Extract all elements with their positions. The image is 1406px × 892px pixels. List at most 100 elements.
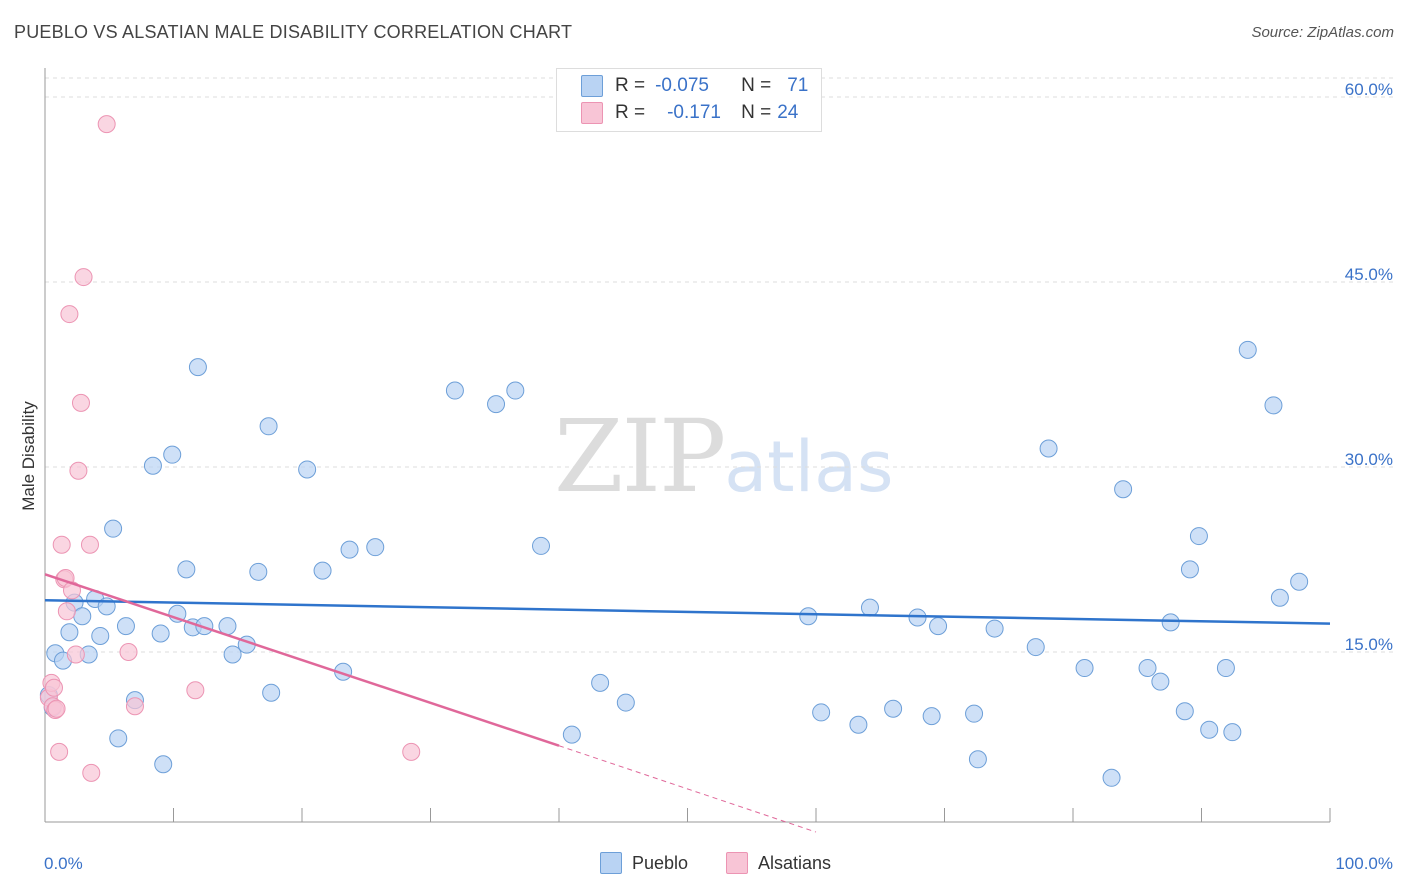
pueblo-point [91, 626, 110, 645]
pueblo-point [151, 624, 170, 643]
pueblo-point [860, 598, 879, 617]
alsatians-point [60, 305, 79, 324]
alsatians-point [62, 581, 81, 600]
pueblo-point [262, 683, 281, 702]
y-tick-label-30: 30.0% [1345, 450, 1393, 469]
pueblo-point [922, 707, 941, 726]
pueblo-point [1151, 672, 1170, 691]
pueblo-point [195, 617, 214, 636]
pueblo-point [1039, 439, 1058, 458]
pueblo-legend-swatch [600, 852, 622, 874]
pueblo-point [249, 562, 268, 581]
pueblo-point [591, 673, 610, 692]
pueblo-point [177, 560, 196, 579]
pueblo-point [143, 456, 162, 475]
x-tick-label-right: 100.0% [1335, 854, 1393, 873]
pueblo-point [1200, 720, 1219, 739]
pueblo-n-label: N = [741, 75, 772, 96]
correlation-legend: R = -0.075 N = 71 R = -0.171 N = 24 [556, 68, 822, 132]
pueblo-point [223, 645, 242, 664]
alsatians-r-label: R = [615, 102, 646, 123]
y-axis-label: Male Disability [19, 401, 38, 511]
alsatians-point [80, 535, 99, 554]
pueblo-n-value: 71 [787, 75, 809, 96]
pueblo-point [965, 704, 984, 723]
pueblo-point [1290, 572, 1309, 591]
alsatians-r-value: -0.171 [667, 102, 721, 123]
pueblo-point [812, 703, 831, 722]
pueblo-point [109, 729, 128, 748]
alsatians-swatch [581, 102, 603, 124]
pueblo-point [1180, 560, 1199, 579]
pueblo-point [340, 540, 359, 559]
pueblo-point [154, 755, 173, 774]
alsatians-legend-swatch [726, 852, 748, 874]
alsatians-point [44, 678, 63, 697]
pueblo-point [562, 725, 581, 744]
pueblo-r-label: R = [615, 75, 646, 96]
pueblo-point [366, 538, 385, 557]
pueblo-point [104, 519, 123, 538]
alsatians-n-label: N = [741, 102, 772, 123]
pueblo-legend-label: Pueblo [632, 852, 689, 873]
pueblo-r-value: -0.075 [655, 75, 709, 96]
y-tick-label-15: 15.0% [1345, 635, 1393, 654]
alsatians-point [97, 115, 116, 134]
alsatians-point [69, 461, 88, 480]
alsatians-point [57, 602, 76, 621]
pueblo-point [849, 715, 868, 734]
alsatians-point [50, 742, 69, 761]
pueblo-point [1138, 659, 1157, 678]
watermark: ZIPatlas [554, 398, 893, 515]
pueblo-point [1161, 613, 1180, 632]
pueblo-point [1189, 527, 1208, 546]
pueblo-point [968, 750, 987, 769]
pueblo-point [445, 381, 464, 400]
legend-row-pueblo: R = -0.075 N = 71 [581, 73, 808, 99]
pueblo-point [799, 607, 818, 626]
alsatians-n-value: 24 [777, 102, 799, 123]
chart-title: PUEBLO VS ALSATIAN MALE DISABILITY CORRE… [14, 22, 573, 42]
pueblo-point [73, 607, 92, 626]
y-tick-label-45: 45.0% [1345, 265, 1393, 284]
pueblo-point [1238, 340, 1257, 359]
alsatians-point [66, 645, 85, 664]
pueblo-point [487, 395, 506, 414]
pueblo-point [259, 417, 278, 436]
source-credit: Source: ZipAtlas.com [1251, 24, 1394, 41]
alsatians-point [71, 393, 90, 412]
pueblo-point [929, 617, 948, 636]
pueblo-point [985, 619, 1004, 638]
pueblo-point [116, 617, 135, 636]
pueblo-point [532, 536, 551, 555]
pueblo-point [616, 693, 635, 712]
pueblo-point [1216, 659, 1235, 678]
alsatians-point [125, 697, 144, 716]
legend-row-alsatians: R = -0.171 N = 24 [581, 100, 798, 126]
pueblo-point [313, 561, 332, 580]
pueblo-point [1114, 480, 1133, 499]
pueblo-point [1223, 723, 1242, 742]
pueblo-point [884, 699, 903, 718]
alsatians-point [82, 763, 101, 782]
alsatians-legend-label: Alsatians [758, 852, 832, 873]
alsatians-point [119, 643, 138, 661]
alsatians-point [186, 681, 205, 700]
alsatians-point [47, 699, 66, 718]
pueblo-point [1075, 659, 1094, 678]
pueblo-point [298, 460, 317, 479]
x-tick-label-left: 0.0% [44, 854, 83, 873]
watermark-zip: ZIP [554, 398, 726, 515]
pueblo-swatch [581, 75, 603, 97]
pueblo-point [1102, 768, 1121, 787]
pueblo-point [1264, 396, 1283, 415]
legend-item-pueblo[interactable]: Pueblo [600, 852, 688, 874]
alsatians-trend-extension [558, 745, 817, 833]
alsatians-point [402, 742, 421, 761]
pueblo-point [1175, 702, 1194, 721]
pueblo-point [163, 445, 182, 464]
legend-item-alsatians[interactable]: Alsatians [726, 852, 831, 874]
alsatians-point [74, 268, 93, 287]
alsatians-point [52, 535, 71, 554]
